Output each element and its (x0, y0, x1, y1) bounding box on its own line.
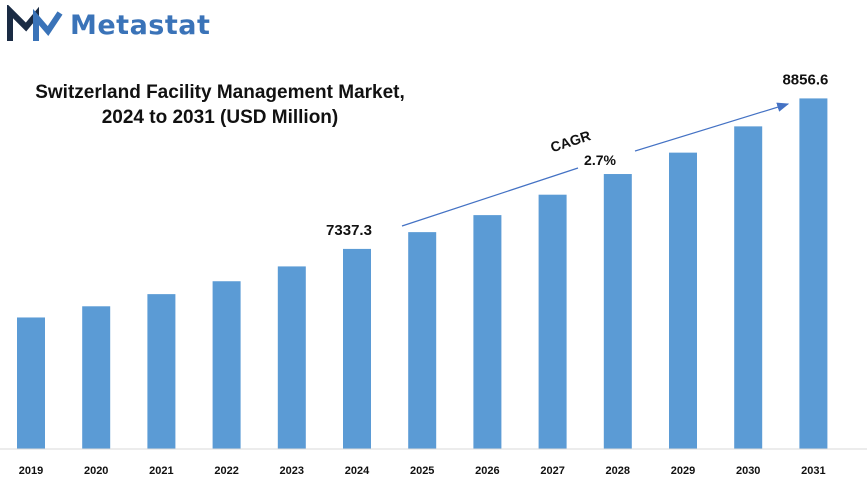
metastat-logo-icon (7, 5, 63, 41)
x-tick-label-2029: 2029 (671, 465, 695, 477)
data-label-2024: 7337.3 (326, 222, 372, 239)
bar-2025 (408, 232, 437, 449)
x-tick-label-2031: 2031 (801, 465, 825, 477)
bar-2022 (212, 281, 241, 449)
cagr-arrow-tail (634, 102, 790, 152)
x-tick-label-2027: 2027 (540, 465, 564, 477)
x-tick-label-2019: 2019 (19, 465, 43, 477)
bar-2023 (277, 266, 306, 449)
x-tick-label-2024: 2024 (345, 465, 370, 477)
bar-2030 (734, 126, 763, 450)
x-tick-label-2023: 2023 (280, 465, 304, 477)
bar-2020 (82, 306, 111, 449)
brand-logo: Metastat (6, 4, 210, 46)
bar-2026 (473, 215, 502, 449)
brand-name: Metastat (70, 9, 211, 41)
x-tick-label-2022: 2022 (214, 465, 238, 477)
x-tick-label-2021: 2021 (149, 465, 173, 477)
x-tick-label-2020: 2020 (84, 465, 108, 477)
x-tick-label-2028: 2028 (606, 465, 630, 477)
chart-title-line-1: Switzerland Facility Management Market, (35, 82, 405, 103)
bar-2029 (669, 152, 697, 450)
bar-2019 (17, 317, 45, 449)
bar-2031 (799, 98, 828, 449)
chart-title-line-2: 2024 to 2031 (USD Million) (101, 107, 339, 128)
cagr-arrow (401, 167, 579, 227)
chart-title: Switzerland Facility Management Market, … (20, 80, 420, 130)
cagr-value: 2.7% (584, 152, 616, 168)
bar-2028 (603, 174, 632, 449)
x-tick-label-2026: 2026 (475, 465, 499, 477)
x-tick-label-2025: 2025 (410, 465, 434, 477)
data-label-2031: 8856.6 (782, 71, 828, 88)
bar-2021 (147, 294, 176, 449)
x-tick-label-2030: 2030 (736, 465, 760, 477)
bar-2027 (538, 194, 567, 449)
bar-2024 (343, 248, 371, 449)
